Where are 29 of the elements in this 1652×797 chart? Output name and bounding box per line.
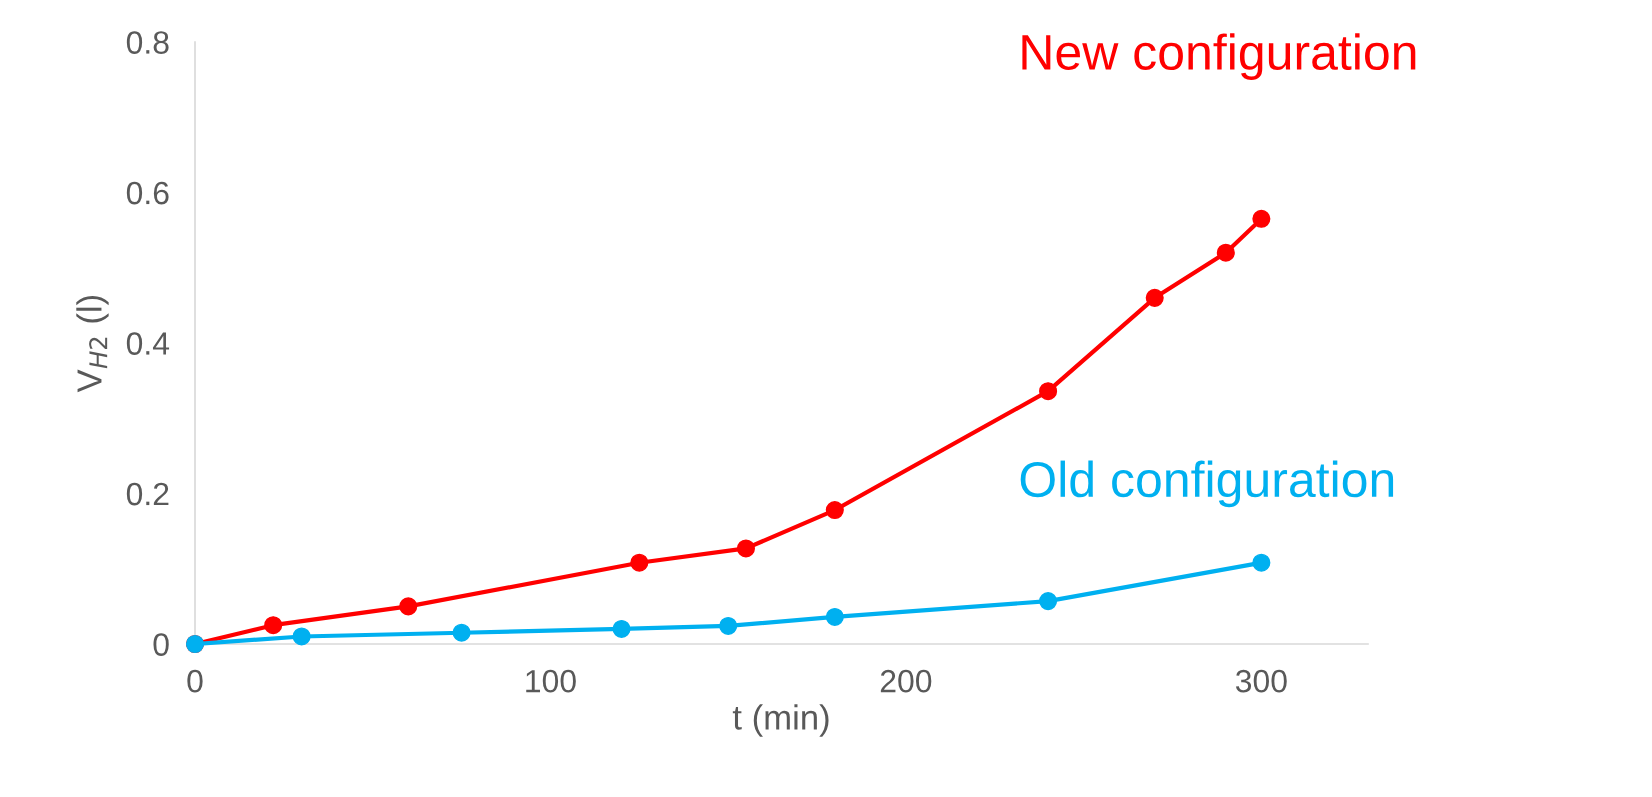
x-tick-label: 0 — [187, 669, 203, 693]
y-tick-label: 0.8 — [126, 31, 169, 54]
x-axis-title: t (min) — [732, 704, 829, 737]
x-tick-label: 100 — [526, 669, 576, 693]
point — [1252, 553, 1271, 572]
point — [719, 616, 738, 635]
point — [825, 607, 844, 626]
point — [1252, 209, 1271, 228]
point — [1039, 382, 1058, 401]
series-label: Old configuration — [1020, 460, 1394, 508]
point — [630, 553, 649, 572]
point — [1145, 288, 1164, 307]
x-tick-label: 300 — [1235, 669, 1287, 693]
point — [1039, 592, 1058, 611]
y-tick-label: 0.2 — [126, 482, 169, 506]
y-tick-label: 0 — [153, 633, 169, 656]
y-tick-label: 0.6 — [126, 181, 169, 205]
point — [399, 597, 418, 616]
point — [1216, 243, 1235, 262]
y-axis-title: V$_{H2}$ (l) — [76, 295, 109, 393]
point — [452, 623, 471, 642]
point — [264, 616, 283, 635]
point — [825, 501, 844, 520]
x-tick-label: 200 — [880, 669, 932, 693]
y-tick-label: 0.4 — [126, 332, 170, 355]
point — [292, 627, 311, 646]
point — [612, 619, 631, 638]
point — [736, 539, 755, 558]
text: New configuration — [1022, 33, 1416, 80]
